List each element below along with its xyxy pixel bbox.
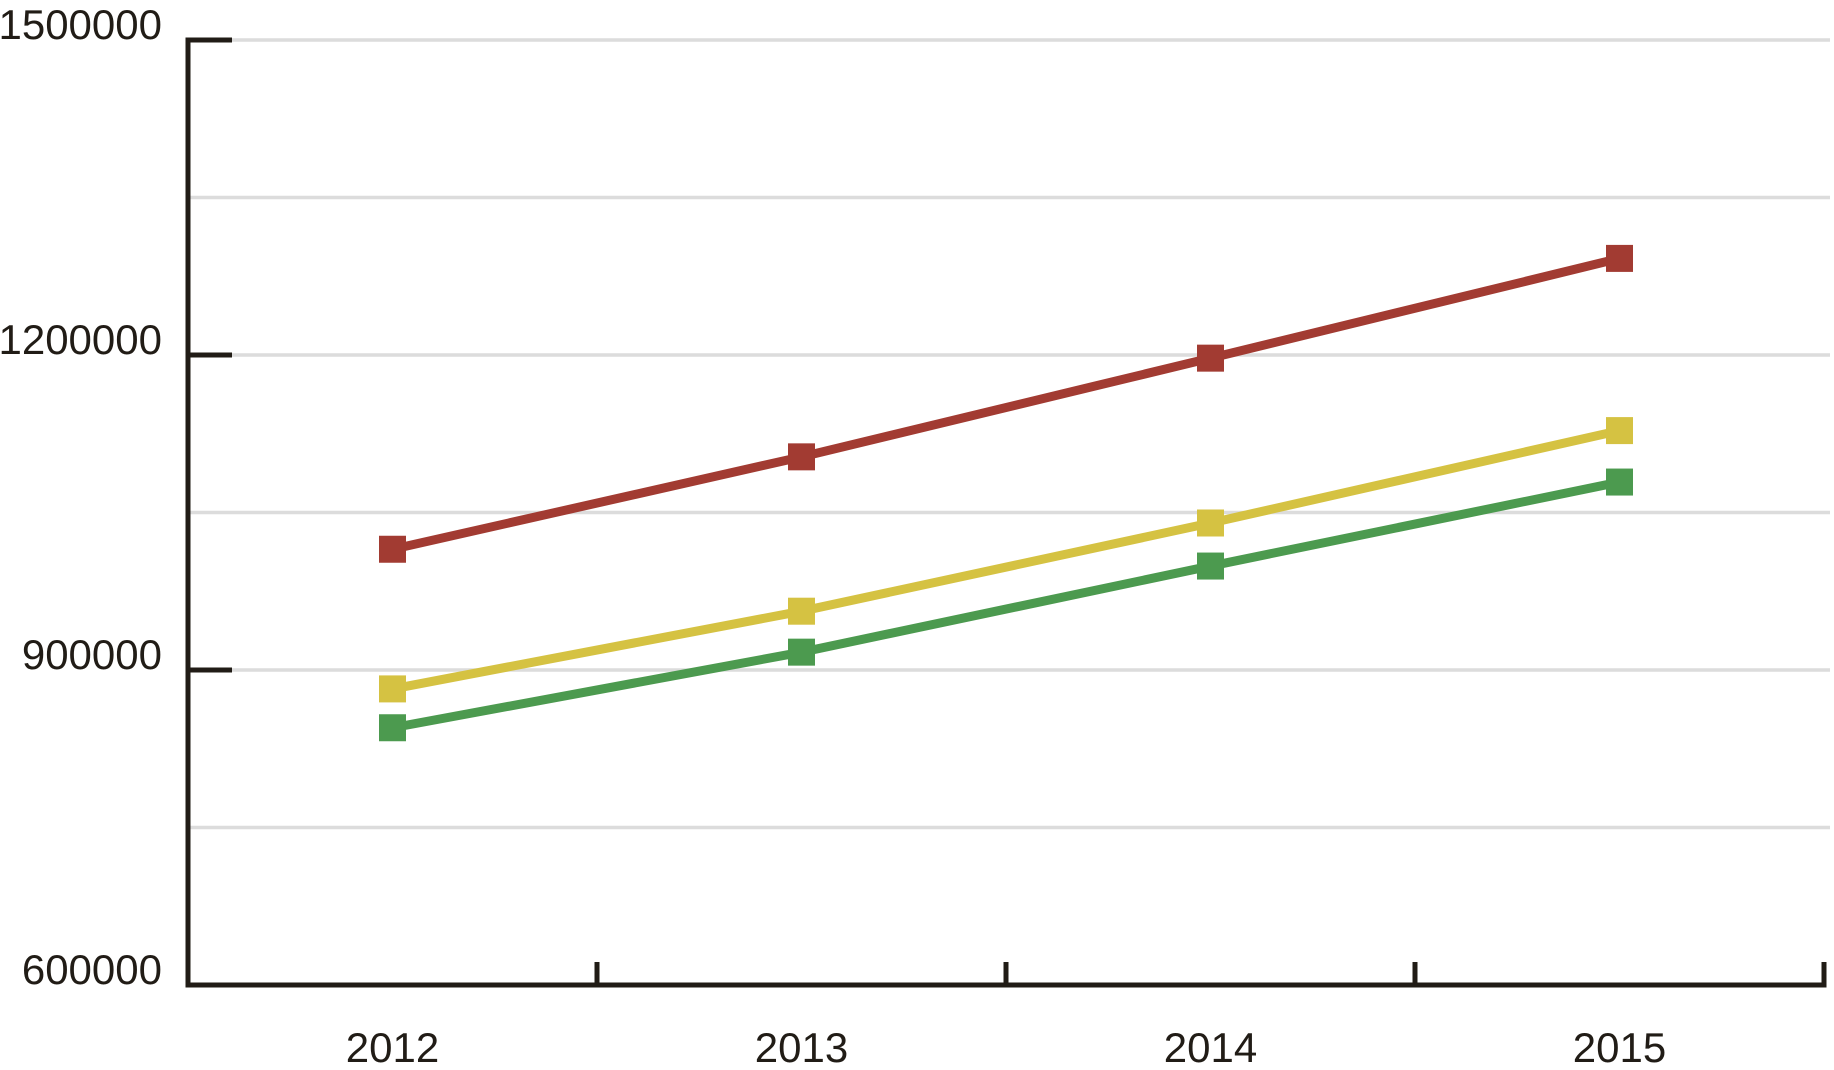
yellow-series-marker [1606,417,1633,445]
red-series-marker [379,535,406,563]
x-tick-label: 2015 [1573,1024,1666,1070]
x-tick-label: 2013 [755,1024,848,1070]
x-tick-label: 2012 [346,1024,439,1070]
yellow-series-marker [379,675,406,703]
yellow-series-marker [1197,509,1224,537]
y-tick-label: 900000 [22,631,162,678]
green-series-marker [1606,468,1633,496]
green-series-marker [788,638,815,666]
yellow-series-line [391,426,1621,694]
green-series-marker [379,714,406,742]
red-series-line [391,254,1621,554]
green-series-marker [1197,552,1224,580]
red-series-marker [788,443,815,471]
x-tick-label: 2014 [1164,1024,1257,1070]
yellow-series-marker [788,597,815,625]
green-series-line [391,477,1621,733]
red-series-marker [1197,344,1224,372]
y-tick-label: 1500000 [0,1,162,48]
y-tick-label: 1200000 [0,316,162,363]
red-series-marker [1606,244,1633,272]
y-tick-label: 600000 [22,946,162,993]
